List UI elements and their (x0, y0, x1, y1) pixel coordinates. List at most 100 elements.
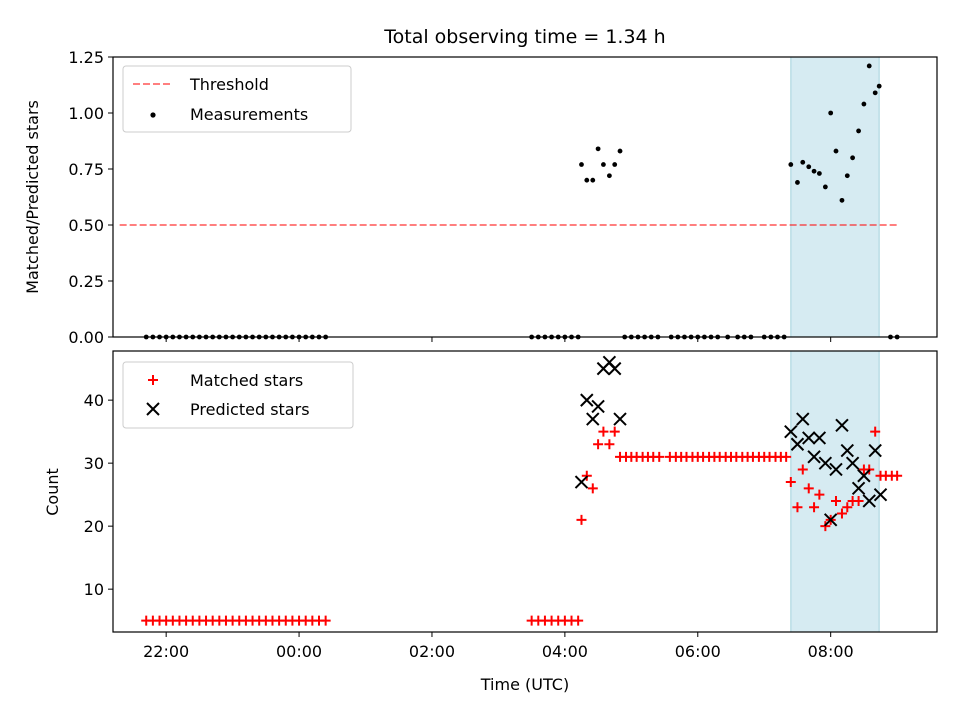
chart-title: Total observing time = 1.34 h (383, 26, 665, 48)
matched-star-point (870, 426, 881, 437)
predicted-star-point (812, 431, 827, 445)
matched-star-point (593, 439, 604, 450)
predicted-star-point (868, 443, 882, 458)
measurement-point (806, 164, 812, 170)
predicted-star-point (796, 412, 810, 426)
x-tick-label: 22:00 (143, 642, 189, 661)
x-tick-label: 08:00 (808, 642, 854, 661)
x-axis-label: Time (UTC) (480, 675, 569, 694)
measurement-point (856, 128, 861, 134)
measurement-point (612, 162, 618, 167)
y-tick-label: 0.25 (68, 272, 104, 291)
y-tick-label: 1.00 (68, 104, 104, 123)
predicted-star-point (840, 443, 854, 458)
ratio-legend: Threshold Measurements (122, 65, 352, 133)
x-tick-label: 06:00 (675, 642, 721, 661)
y-tick-label: 0.00 (68, 328, 104, 347)
matched-star-point (853, 495, 864, 506)
measurement-point (590, 177, 596, 183)
x-tick-label: 00:00 (276, 642, 322, 661)
ratio-y-axis-label: Matched/Predicted stars (23, 100, 42, 294)
ratio-axes-frame (112, 56, 938, 338)
count-panel: 10 20 30 40 Count 22:00 00:00 02:00 04:00 06:00… (43, 350, 938, 694)
predicted-star-point (790, 437, 805, 451)
measurement-point (800, 159, 806, 165)
measurement-point (606, 173, 612, 179)
measurement-point (601, 162, 606, 167)
legend-matched-swatch (148, 375, 158, 385)
predicted-star-point (823, 513, 838, 527)
measurement-point (617, 148, 623, 154)
y-tick-label: 40 (84, 391, 104, 410)
legend-matched-label: Matched stars (190, 371, 303, 390)
predicted-star-point (818, 456, 833, 470)
matched-star-point (604, 439, 615, 450)
matched-star-point (803, 483, 814, 494)
matched-star-point (830, 495, 841, 506)
legend-predicted-label: Predicted stars (190, 400, 310, 419)
predicted-star-point (851, 481, 866, 496)
predicted-star-point (829, 462, 843, 477)
matched-star-point (573, 615, 584, 626)
legend-measurements-label: Measurements (190, 105, 308, 124)
predicted-star-point (608, 361, 622, 376)
legend-threshold-label: Threshold (189, 75, 269, 94)
measurement-point (811, 168, 817, 174)
matched-star-point (781, 451, 792, 462)
predicted-star-point (591, 399, 605, 414)
measurement-point (822, 184, 828, 190)
predicted-star-point (857, 469, 871, 483)
measurement-point (788, 162, 794, 167)
y-tick-label: 0.50 (68, 216, 104, 235)
matched-star-point (785, 477, 796, 488)
measurement-point (584, 177, 590, 183)
legend-box (122, 65, 352, 133)
matched-star-point (654, 451, 665, 462)
measurement-point (579, 162, 584, 167)
measurement-point (866, 63, 872, 69)
matched-star-point (792, 502, 803, 513)
measurement-point (828, 110, 834, 116)
legend-box (122, 361, 354, 429)
matched-star-point (576, 514, 587, 525)
measurement-point (861, 101, 867, 107)
predicted-star-point (873, 487, 888, 502)
predicted-star-point (586, 412, 600, 426)
count-axes-frame (112, 350, 938, 633)
predicted-star-point (784, 424, 798, 439)
matched-star-point (609, 426, 620, 437)
count-y-axis-label: Count (43, 468, 62, 516)
x-tick-label: 02:00 (409, 642, 455, 661)
predicted-star-point (862, 494, 876, 508)
count-legend: Matched stars Predicted stars (122, 361, 354, 429)
y-tick-label: 0.75 (68, 160, 104, 179)
matched-star-point (836, 508, 847, 519)
matched-star-point (809, 502, 820, 513)
measurement-point (839, 197, 845, 203)
measurement-point (795, 180, 800, 185)
y-tick-label: 1.25 (68, 48, 104, 67)
matched-star-point (814, 489, 825, 500)
legend-predicted-swatch (146, 402, 160, 416)
predicted-star-point (807, 450, 821, 464)
predicted-star-point (580, 393, 594, 407)
y-tick-label: 30 (84, 454, 104, 473)
highlight-span (790, 350, 880, 633)
matched-star-point (587, 483, 598, 494)
matched-star-point (598, 426, 609, 437)
matched-star-point (320, 615, 331, 626)
measurement-point (816, 171, 822, 176)
ratio-panel: 0.00 0.25 0.50 0.75 1.00 1.25 Matched/Predict… (23, 48, 938, 347)
predicted-star-point (574, 475, 589, 489)
highlight-span (790, 56, 880, 338)
matched-star-point (842, 502, 853, 513)
x-tick-label: 04:00 (542, 642, 588, 661)
matched-star-point (797, 464, 808, 475)
measurement-point (872, 90, 878, 96)
predicted-star-point (802, 431, 816, 445)
measurement-point (595, 146, 601, 152)
measurement-point (833, 148, 839, 154)
matched-star-point (892, 470, 903, 481)
measurement-point (876, 83, 882, 89)
